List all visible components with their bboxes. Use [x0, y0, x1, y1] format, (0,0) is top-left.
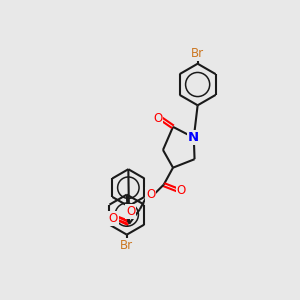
Text: O: O [153, 112, 162, 125]
Text: Br: Br [120, 239, 134, 252]
Text: O: O [177, 184, 186, 196]
Text: O: O [108, 212, 118, 225]
Text: O: O [107, 212, 117, 225]
Text: O: O [126, 205, 135, 218]
Text: Br: Br [191, 47, 204, 60]
Text: N: N [188, 131, 200, 144]
Text: O: O [146, 188, 155, 201]
